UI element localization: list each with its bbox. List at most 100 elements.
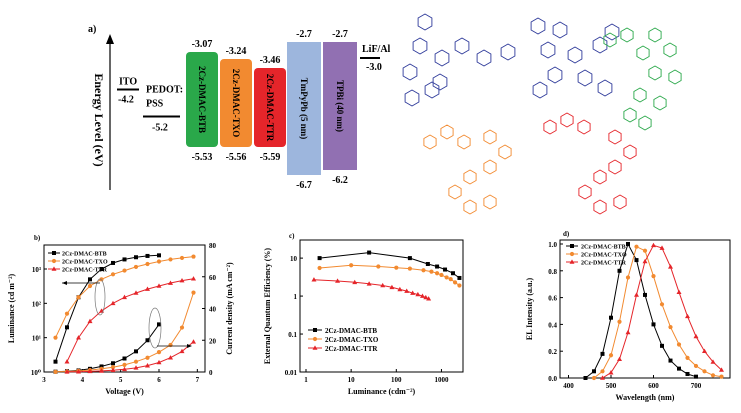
data-point [397, 286, 403, 292]
txo-ring-1 [440, 124, 454, 140]
data-point [651, 274, 656, 279]
level-bottom-5: -6.7 [296, 180, 312, 191]
x-tick-label: 3 [42, 376, 46, 384]
btb-ring-0 [603, 32, 617, 48]
txo-ring-2 [457, 134, 471, 150]
x-tick-label: 600 [648, 382, 659, 390]
data-point [76, 295, 81, 300]
txo-ring-9 [483, 194, 497, 210]
data-point [376, 264, 381, 269]
energy-levels-group: ITO -4.2 PEDOT: PSS -5.2 2Cz-DMAC-BTB -3.07 -5.… [117, 29, 391, 191]
y-tick-label: 10 [290, 255, 298, 263]
data-point [685, 313, 690, 319]
txo-ring-5 [483, 159, 497, 175]
data-point [380, 282, 386, 288]
data-point [366, 281, 372, 286]
data-point [145, 338, 150, 343]
ttr-ring-8 [593, 199, 607, 215]
btb-ring-4 [636, 45, 650, 61]
legend-label: 2Cz-DMAC-BTB [62, 252, 107, 258]
panel-label: b) [34, 234, 41, 242]
level-value-pedot: -5.2 [152, 123, 168, 134]
ttr-ring-7 [578, 184, 592, 200]
data-point [685, 355, 690, 360]
data-point [156, 359, 162, 365]
data-point [110, 300, 116, 306]
data-point [702, 348, 707, 353]
tpbi-ring-2 [540, 41, 556, 59]
panel-a-label: a) [88, 24, 96, 35]
level-bottom-4: -5.59 [260, 152, 281, 163]
data-point [53, 369, 58, 374]
data-point [693, 333, 699, 339]
data-point [389, 284, 395, 290]
data-point [64, 359, 70, 364]
data-point [156, 350, 162, 355]
legend-marker [52, 251, 56, 255]
data-point [317, 256, 322, 261]
data-point [191, 290, 196, 295]
jvl-panel: b) 3 4 5 6 7 10⁰ 10¹ 10² 10³ 0 20 40 60 80 Voltage (V) L… [7, 234, 234, 396]
tmpypb-ring-1 [412, 37, 428, 55]
data-point [122, 294, 127, 300]
tpbi-ring-3 [567, 46, 583, 64]
data-point [145, 355, 150, 360]
y-tick-label: 10⁰ [31, 369, 41, 377]
ttr-ring-1 [560, 112, 574, 128]
data-point [156, 259, 162, 264]
data-point [642, 248, 648, 253]
data-point [168, 257, 173, 262]
data-point [407, 266, 412, 271]
data-point [415, 291, 421, 297]
btb-ring-8 [653, 95, 667, 111]
tmpypb-ring-7 [402, 63, 418, 81]
data-point [133, 290, 139, 295]
data-point [719, 367, 724, 372]
data-point [349, 263, 354, 268]
data-point [600, 375, 605, 380]
data-point [179, 277, 185, 283]
data-point [676, 289, 682, 295]
ttr-ring-9 [613, 194, 627, 210]
txo-ring-3 [483, 129, 497, 145]
data-point [134, 255, 138, 260]
data-point [145, 363, 150, 368]
data-point [659, 302, 665, 307]
data-point [110, 272, 116, 277]
data-point [443, 267, 448, 272]
txo-ring-6 [463, 169, 477, 185]
tpbi-ring-7 [604, 23, 620, 41]
level-top-2: -3.07 [192, 39, 213, 50]
data-point [179, 348, 185, 354]
data-point [668, 264, 673, 269]
x-tick-label: 5 [119, 376, 123, 384]
data-point [439, 272, 444, 278]
data-point [434, 271, 440, 276]
y-tick-label: 0.01 [285, 369, 298, 377]
txo-ring-8 [463, 199, 477, 215]
struct-label-txo: 2Cz-DMAC-TXO [440, 218, 494, 226]
y-tick-label: 0.4 [548, 321, 557, 329]
x-axis-label: Wavelength (nm) [616, 393, 675, 402]
level-box-4 [254, 68, 286, 147]
arrow-right-icon [187, 344, 192, 348]
legend-marker [312, 336, 318, 342]
data-point [133, 359, 139, 364]
x-tick-label: 10 [348, 376, 356, 384]
data-point [685, 371, 690, 376]
energy-axis-arrow-icon [106, 34, 114, 44]
y2-tick-label: 0 [209, 369, 213, 377]
data-point [64, 369, 70, 374]
legend-label: 2Cz-DMAC-TTR [325, 345, 378, 353]
data-point [452, 280, 458, 285]
tmpypb-ring-3 [432, 73, 448, 91]
data-point [702, 369, 707, 374]
data-point [609, 315, 613, 320]
x-tick-label: 4 [81, 376, 85, 384]
data-point [335, 278, 341, 283]
level-box-6 [323, 42, 357, 170]
data-point [134, 349, 138, 354]
btb-ring-1 [620, 27, 634, 43]
ttr-ring-0 [543, 119, 557, 135]
data-point [64, 311, 70, 316]
